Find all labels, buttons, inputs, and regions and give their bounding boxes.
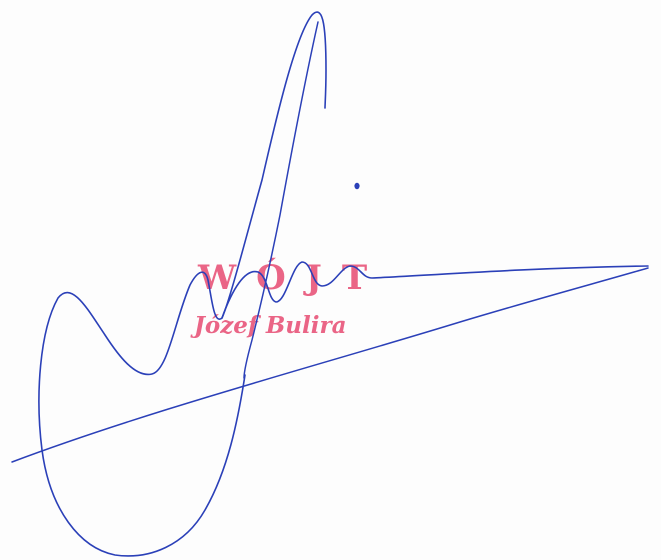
stamp-title: WÓJT — [198, 258, 388, 298]
stamp-name: Józef Bulira — [194, 312, 347, 339]
signature-stroke-wave — [221, 261, 649, 319]
signature-stroke-diagonal — [11, 267, 649, 463]
signature-dot — [354, 182, 360, 190]
signature-strokes — [11, 11, 649, 557]
signature-stroke-descender — [243, 21, 319, 379]
signature-stroke-main — [38, 11, 327, 557]
official-stamp: WÓJT Józef Bulira — [180, 258, 380, 348]
